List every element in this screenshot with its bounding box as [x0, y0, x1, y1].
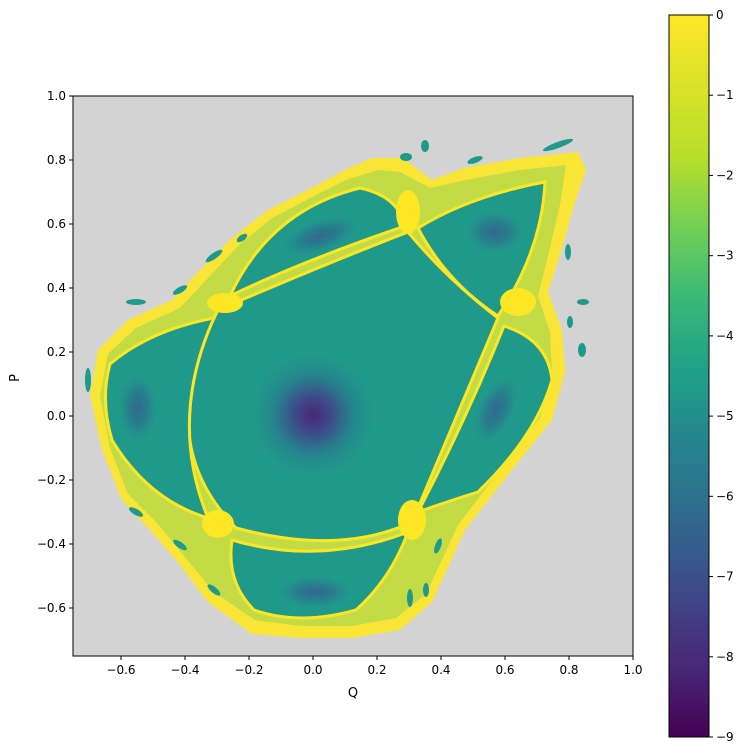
y-axis: −0.6 −0.4 −0.2 0.0 0.2 0.4 0.6 0.8 1.0: [37, 89, 73, 615]
y-tick-label: 0.4: [47, 281, 66, 295]
x-tick-label: 0.8: [559, 663, 578, 677]
y-tick-label: −0.6: [37, 601, 66, 615]
colorbar-tick-label: −4: [716, 329, 734, 343]
separatrix-crossings: [202, 190, 536, 540]
y-tick-label: 1.0: [47, 89, 66, 103]
x-tick-label: 0.4: [431, 663, 450, 677]
colorbar: [668, 14, 710, 738]
x-tick-label: 1.0: [623, 663, 642, 677]
y-tick-label: 0.0: [47, 409, 66, 423]
island-upper-left-core: [277, 214, 363, 258]
colorbar-tick-label: 0: [716, 8, 724, 22]
central-minimum: [243, 345, 383, 485]
x-tick-label: −0.4: [170, 663, 199, 677]
colorbar-axis: 0 −1 −2 −3 −4 −5 −6 −7 −8 −9: [709, 8, 734, 744]
plot-frame: [72, 95, 634, 657]
colorbar-tick-label: −2: [716, 168, 734, 182]
y-tick-label: −0.4: [37, 537, 66, 551]
x-axis-label: Q: [348, 686, 358, 701]
colorbar-tick-label: −6: [716, 489, 734, 503]
plot-area: [73, 96, 633, 656]
island-left-core: [116, 370, 160, 446]
y-tick-label: 0.6: [47, 217, 66, 231]
colorbar-tick-label: −3: [716, 249, 734, 263]
island-left: [103, 315, 217, 521]
island-upper-right-core: [463, 208, 527, 256]
island-bottom-core: [273, 574, 357, 610]
x-tick-label: 0.0: [303, 663, 322, 677]
x-axis: −0.6 −0.4 −0.2 0.0 0.2 0.4 0.6 0.8 1.0: [106, 656, 643, 677]
x-tick-label: 0.6: [495, 663, 514, 677]
y-axis-label: P: [8, 374, 23, 382]
x-tick-label: −0.6: [106, 663, 135, 677]
y-tick-label: −0.2: [37, 473, 66, 487]
colorbar-tick-label: −8: [716, 650, 734, 664]
y-tick-label: 0.8: [47, 153, 66, 167]
colorbar-tick-label: −1: [716, 88, 734, 102]
x-tick-label: 0.2: [367, 663, 386, 677]
island-right-core: [471, 372, 521, 448]
x-tick-label: −0.2: [234, 663, 263, 677]
colorbar-tick-label: −9: [716, 730, 734, 744]
colorbar-tick-label: −5: [716, 409, 734, 423]
y-tick-label: 0.2: [47, 345, 66, 359]
colorbar-tick-label: −7: [716, 570, 734, 584]
satellite-islands: [85, 138, 589, 607]
